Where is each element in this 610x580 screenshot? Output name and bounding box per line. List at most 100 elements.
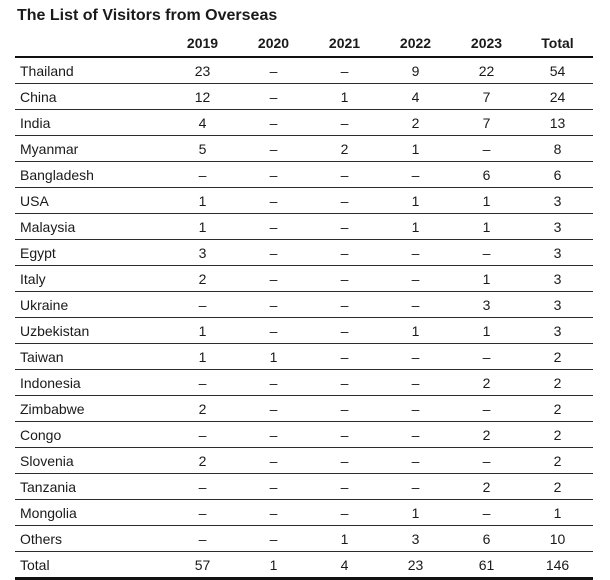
- cell-2021: –: [309, 187, 380, 214]
- cell-2021: –: [309, 421, 380, 448]
- cell-total: 10: [522, 525, 593, 552]
- row-label: Congo: [15, 421, 167, 448]
- table-row: China 12–1 4 7 24: [15, 83, 593, 110]
- cell-2023: –: [451, 239, 522, 266]
- cell-2021: –: [309, 239, 380, 266]
- cell-2022: –: [380, 473, 451, 500]
- column-header-2023: 2023: [451, 31, 522, 58]
- row-label: Tanzania: [15, 473, 167, 500]
- row-label: Ukraine: [15, 291, 167, 318]
- cell-total: 2: [522, 473, 593, 500]
- cell-2019: 1: [167, 317, 238, 344]
- cell-2020: 1: [238, 551, 309, 580]
- table-row: Myanmar 5–2 1–8: [15, 135, 593, 162]
- cell-2023: 1: [451, 187, 522, 214]
- cell-2021: –: [309, 395, 380, 422]
- cell-2020: –: [238, 57, 309, 84]
- column-header-2021: 2021: [309, 31, 380, 58]
- cell-total: 2: [522, 395, 593, 422]
- cell-total: 3: [522, 213, 593, 240]
- header-row: 2019 2020 2021 2022 2023 Total: [15, 31, 593, 58]
- table-row: Malaysia 1– –1 1 3: [15, 213, 593, 240]
- table-row: Slovenia 2– – – –2: [15, 447, 593, 474]
- cell-total: 3: [522, 187, 593, 214]
- row-label: Total: [15, 551, 167, 580]
- cell-2020: –: [238, 265, 309, 292]
- cell-2023: 2: [451, 369, 522, 396]
- cell-2020: –: [238, 525, 309, 552]
- cell-2021: 4: [309, 551, 380, 580]
- cell-2019: 23: [167, 57, 238, 84]
- table-row: Indonesia – – – –2 2: [15, 369, 593, 396]
- cell-2022: –: [380, 343, 451, 370]
- cell-2023: 22: [451, 57, 522, 84]
- cell-2021: –: [309, 447, 380, 474]
- cell-2020: –: [238, 109, 309, 136]
- column-header-2022: 2022: [380, 31, 451, 58]
- row-label: Thailand: [15, 57, 167, 84]
- cell-2020: –: [238, 499, 309, 526]
- cell-2022: –: [380, 447, 451, 474]
- row-label: Taiwan: [15, 343, 167, 370]
- cell-2019: 1: [167, 187, 238, 214]
- table-row: Egypt 3– – – –3: [15, 239, 593, 266]
- row-label: Malaysia: [15, 213, 167, 240]
- table-row: Mongolia – – –1–1: [15, 499, 593, 526]
- page-title: The List of Visitors from Overseas: [17, 7, 278, 24]
- cell-2022: –: [380, 239, 451, 266]
- cell-2022: 1: [380, 317, 451, 344]
- cell-2022: 1: [380, 499, 451, 526]
- row-label: India: [15, 109, 167, 136]
- table-row: Tanzania – – – –2 2: [15, 473, 593, 500]
- cell-2021: –: [309, 369, 380, 396]
- cell-2023: 7: [451, 83, 522, 110]
- table-row: India 4– –2 7 13: [15, 109, 593, 136]
- cell-2019: –: [167, 525, 238, 552]
- table-row: Congo – – – –2 2: [15, 421, 593, 448]
- cell-2021: –: [309, 109, 380, 136]
- cell-total: 6: [522, 161, 593, 188]
- row-label: Bangladesh: [15, 161, 167, 188]
- cell-total: 3: [522, 265, 593, 292]
- row-label: China: [15, 83, 167, 110]
- cell-2023: 61: [451, 551, 522, 580]
- cell-2021: –: [309, 473, 380, 500]
- cell-2022: 3: [380, 525, 451, 552]
- cell-total: 2: [522, 369, 593, 396]
- cell-total: 13: [522, 109, 593, 136]
- table-row: Thailand 23– –9 22 54: [15, 57, 593, 84]
- cell-2022: –: [380, 421, 451, 448]
- cell-total: 2: [522, 447, 593, 474]
- cell-2020: –: [238, 395, 309, 422]
- row-label: Slovenia: [15, 447, 167, 474]
- table-head: 2019 2020 2021 2022 2023 Total: [15, 31, 593, 58]
- cell-2020: –: [238, 421, 309, 448]
- cell-2023: 2: [451, 473, 522, 500]
- cell-2023: 1: [451, 265, 522, 292]
- cell-2019: –: [167, 473, 238, 500]
- table-row: USA 1– –1 1 3: [15, 187, 593, 214]
- cell-2022: –: [380, 161, 451, 188]
- cell-total: 2: [522, 421, 593, 448]
- cell-2021: –: [309, 291, 380, 318]
- cell-2022: –: [380, 291, 451, 318]
- cell-2021: –: [309, 213, 380, 240]
- cell-2023: 1: [451, 213, 522, 240]
- cell-2023: –: [451, 135, 522, 162]
- cell-2019: 5: [167, 135, 238, 162]
- cell-2022: –: [380, 369, 451, 396]
- cell-2019: –: [167, 421, 238, 448]
- column-header-total: Total: [522, 31, 593, 58]
- row-header-label: [15, 31, 167, 58]
- cell-2021: –: [309, 317, 380, 344]
- row-label: Others: [15, 525, 167, 552]
- cell-2019: 1: [167, 213, 238, 240]
- table-row: Taiwan 1 1– – –2: [15, 343, 593, 370]
- cell-total: 3: [522, 239, 593, 266]
- cell-total: 2: [522, 343, 593, 370]
- cell-2023: 7: [451, 109, 522, 136]
- row-label: Zimbabwe: [15, 395, 167, 422]
- row-label: Indonesia: [15, 369, 167, 396]
- cell-2019: 4: [167, 109, 238, 136]
- cell-2019: 2: [167, 395, 238, 422]
